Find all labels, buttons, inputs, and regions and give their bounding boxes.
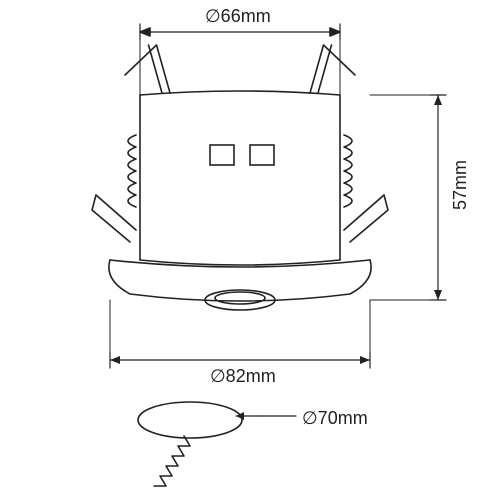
dim-height-label: 57mm	[450, 160, 471, 210]
dim-cutout-label: ∅70mm	[302, 408, 368, 429]
dim-flange-label: ∅82mm	[210, 366, 276, 387]
drawing-svg	[0, 0, 500, 500]
technical-drawing: ∅66mm 57mm ∅82mm ∅70mm	[0, 0, 500, 500]
dim-top-label: ∅66mm	[205, 6, 271, 27]
